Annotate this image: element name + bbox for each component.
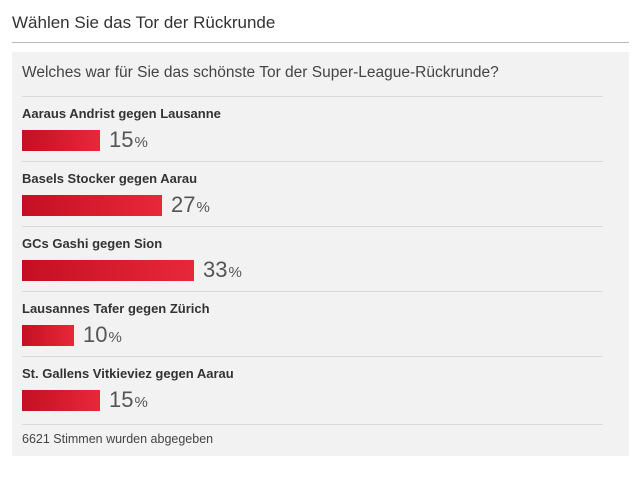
result-percentage: 27% [171,192,210,217]
option-result: 33% [22,259,242,281]
result-percentage: 15% [109,127,148,152]
option-result: 27% [22,194,210,216]
option-result: 10% [22,324,122,346]
option-result: 15% [22,129,148,151]
percent-sign: % [108,329,122,346]
percent-value: 15 [109,127,134,152]
votes-divider [22,424,603,425]
percent-sign: % [196,199,210,216]
option-label: St. Gallens Vitkieviez gegen Aarau [22,366,234,381]
header-divider [12,42,629,43]
result-bar [22,324,74,346]
option-label: Aaraus Andrist gegen Lausanne [22,106,221,121]
option-label: Basels Stocker gegen Aarau [22,171,198,186]
poll-header-title: Wählen Sie das Tor der Rückrunde [12,13,276,32]
result-bar [22,194,162,216]
option-result: 15% [22,389,148,411]
result-bar [22,389,100,411]
percent-value: 10 [83,322,108,347]
vote-count: 6621 Stimmen wurden abgegeben [22,432,214,446]
result-bar [22,129,100,151]
poll-option[interactable]: GCs Gashi gegen Sion 33% [12,226,629,291]
percent-value: 15 [109,387,134,412]
poll-box: Welches war für Sie das schönste Tor der… [12,52,629,456]
option-label: Lausannes Tafer gegen Zürich [22,301,210,316]
percent-value: 27 [171,192,196,217]
poll-option[interactable]: St. Gallens Vitkieviez gegen Aarau 15% [12,356,629,421]
poll-option[interactable]: Basels Stocker gegen Aarau 27% [12,161,629,226]
result-percentage: 15% [109,387,148,412]
percent-sign: % [134,394,148,411]
poll-option[interactable]: Lausannes Tafer gegen Zürich 10% [12,291,629,356]
percent-value: 33 [203,257,228,282]
poll-option[interactable]: Aaraus Andrist gegen Lausanne 15% [12,96,629,161]
percent-sign: % [228,264,242,281]
option-label: GCs Gashi gegen Sion [22,236,163,251]
result-percentage: 10% [83,322,122,347]
result-percentage: 33% [203,257,242,282]
poll-question: Welches war für Sie das schönste Tor der… [22,64,499,81]
poll-options: Aaraus Andrist gegen Lausanne 15% Basels… [12,96,629,421]
result-bar [22,259,194,281]
percent-sign: % [134,134,148,151]
